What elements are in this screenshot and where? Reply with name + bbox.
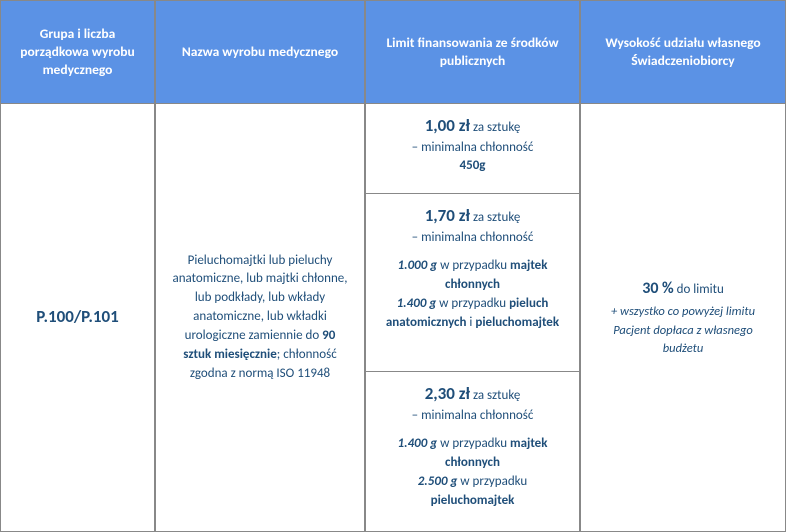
tier2-g1: 1.000 g [398, 258, 438, 273]
tier3-price: 2,30 zł [425, 383, 470, 404]
tier3-c2a: w przypadku [457, 474, 527, 489]
tier1-sub: – minimalna chłonność [382, 139, 563, 158]
share-to: do limitu [674, 282, 724, 297]
tier2-price: 1,70 zł [425, 205, 470, 226]
spacer [382, 425, 563, 435]
column-share: Wysokość udziału własnego Świadczeniobio… [580, 0, 786, 532]
tier2-g2: 1.400 g [397, 296, 437, 311]
tier1-price: 1,00 zł [425, 115, 470, 136]
header-col1: Grupa i liczba porządkowa wyrobu medyczn… [0, 0, 155, 104]
header-col3: Limit finansowania ze środków publicznyc… [365, 0, 580, 104]
tier-3: 2,30 zł za sztukę – minimalna chłonność … [365, 372, 580, 532]
share-pct: 30 % [642, 279, 674, 298]
tier2-per: za sztukę [470, 210, 520, 225]
header-col4: Wysokość udziału własnego Świadczeniobio… [580, 0, 786, 104]
tier3-g1: 1.400 g [398, 436, 438, 451]
tier3-c2b: pieluchomajtek [431, 493, 515, 508]
share-note: + wszystko co powyżej limitu Pacjent dop… [595, 303, 771, 357]
share-cell: 30 % do limitu + wszystko co powyżej lim… [580, 104, 786, 532]
financing-table: Grupa i liczba porządkowa wyrobu medyczn… [0, 0, 786, 532]
tier2-c2d: pieluchomajtek [475, 315, 559, 330]
column-product-name: Nazwa wyrobu medycznego Pieluchomajtki l… [155, 0, 365, 532]
tier3-price-line: 2,30 zł za sztukę [382, 382, 563, 407]
tier2-sub: – minimalna chłonność [382, 229, 563, 248]
tier3-sub: – minimalna chłonność [382, 407, 563, 426]
column-group-code: Grupa i liczba porządkowa wyrobu medyczn… [0, 0, 155, 532]
tier2-c2a: w przypadku [436, 296, 509, 311]
tier3-line2: 2.500 g w przypadku pieluchomajtek [382, 473, 563, 511]
header-col2: Nazwa wyrobu medycznego [155, 0, 365, 104]
tier2-line1: 1.000 g w przypadku majtek chłonnych [382, 257, 563, 295]
tier2-price-line: 1,70 zł za sztukę [382, 204, 563, 229]
share-main: 30 % do limitu [642, 277, 724, 300]
product-cell: Pieluchomajtki lub pieluchy anatomiczne,… [155, 104, 365, 532]
tier1-g1: 450g [382, 157, 563, 176]
tier1-price-line: 1,00 zł za sztukę [382, 114, 563, 139]
tier3-line1: 1.400 g w przypadku majtek chłonnych [382, 435, 563, 473]
tier2-c1a: w przypadku [437, 258, 510, 273]
product-text: Pieluchomajtki lub pieluchy anatomiczne,… [170, 252, 350, 384]
tier2-line2: 1.400 g w przypadku pieluch anatomicznyc… [382, 295, 563, 333]
tier3-c1a: w przypadku [437, 436, 510, 451]
tier-1: 1,00 zł za sztukę – minimalna chłonność … [365, 104, 580, 194]
code-cell: P.100/P.101 [0, 104, 155, 532]
tier-2: 1,70 zł za sztukę – minimalna chłonność … [365, 194, 580, 372]
tier3-g2: 2.500 g [418, 474, 458, 489]
spacer [382, 247, 563, 257]
tier3-per: za sztukę [470, 388, 520, 403]
tier1-per: za sztukę [470, 120, 520, 135]
column-limit: Limit finansowania ze środków publicznyc… [365, 0, 580, 532]
